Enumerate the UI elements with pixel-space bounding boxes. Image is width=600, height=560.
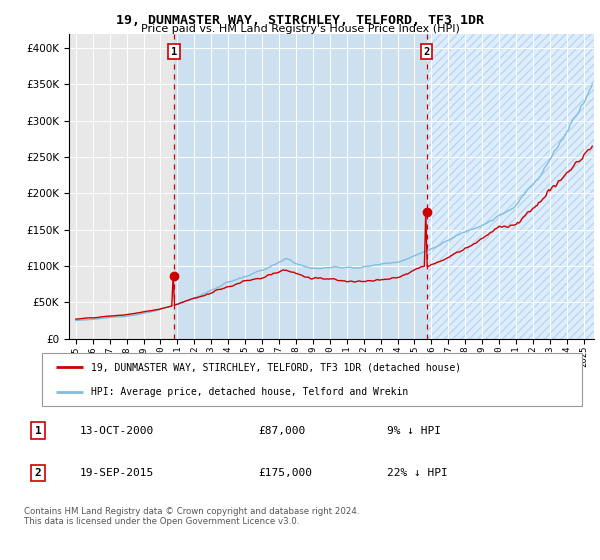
Text: 13-OCT-2000: 13-OCT-2000 [80,426,154,436]
Text: £175,000: £175,000 [259,468,313,478]
Text: 9% ↓ HPI: 9% ↓ HPI [387,426,440,436]
Bar [427,34,594,339]
FancyBboxPatch shape [42,353,582,406]
Text: 2: 2 [424,47,430,57]
Text: 19-SEP-2015: 19-SEP-2015 [80,468,154,478]
Text: 1: 1 [171,47,177,57]
Text: HPI: Average price, detached house, Telford and Wrekin: HPI: Average price, detached house, Telf… [91,386,408,396]
Text: 1: 1 [35,426,41,436]
Text: 19, DUNMASTER WAY, STIRCHLEY, TELFORD, TF3 1DR: 19, DUNMASTER WAY, STIRCHLEY, TELFORD, T… [116,14,484,27]
Text: 22% ↓ HPI: 22% ↓ HPI [387,468,448,478]
Text: Contains HM Land Registry data © Crown copyright and database right 2024.
This d: Contains HM Land Registry data © Crown c… [24,507,359,526]
Text: £87,000: £87,000 [259,426,305,436]
Text: Price paid vs. HM Land Registry's House Price Index (HPI): Price paid vs. HM Land Registry's House … [140,24,460,34]
Text: 2: 2 [35,468,41,478]
Text: 19, DUNMASTER WAY, STIRCHLEY, TELFORD, TF3 1DR (detached house): 19, DUNMASTER WAY, STIRCHLEY, TELFORD, T… [91,362,461,372]
Bar [174,34,427,339]
Bar [427,34,594,339]
